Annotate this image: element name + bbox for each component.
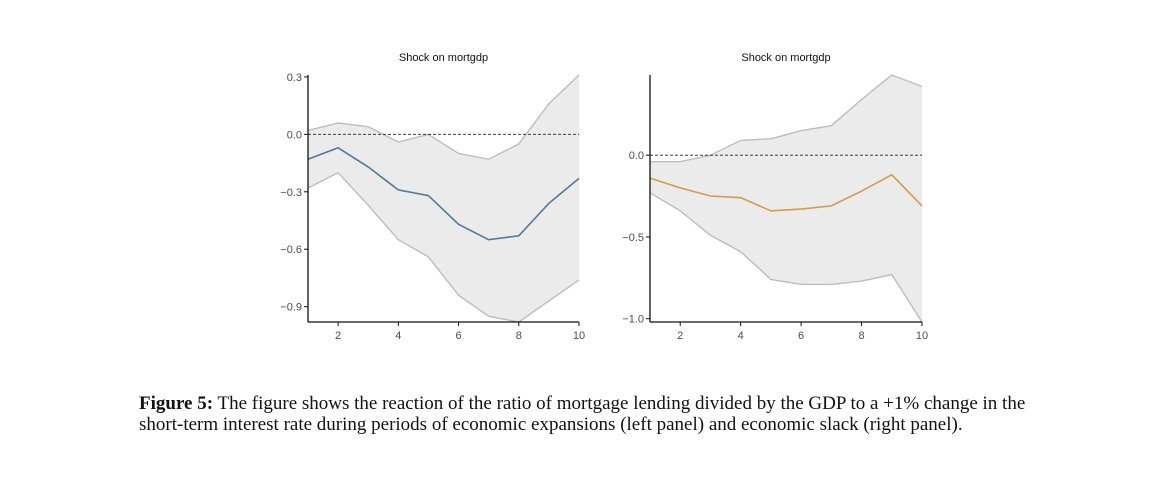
y-tick-label: −1.0 bbox=[622, 314, 644, 326]
band-lower-edge bbox=[649, 192, 923, 323]
y-tick-label: 0.0 bbox=[629, 150, 644, 162]
confidence-band bbox=[650, 75, 922, 322]
right-panel: Shock on mortgdp 0.0 −0.5 −1.0 2 4 6 8 10 bbox=[622, 52, 928, 342]
figure-caption: Figure 5: The figure shows the reaction … bbox=[139, 393, 1069, 435]
x-tick-label: 2 bbox=[677, 330, 683, 342]
series-line bbox=[307, 146, 580, 241]
confidence-band bbox=[308, 75, 579, 322]
series-line bbox=[649, 173, 923, 212]
band-lower-edge bbox=[307, 171, 580, 323]
band-upper-edge bbox=[650, 74, 923, 163]
y-tick-label: −0.3 bbox=[280, 187, 302, 199]
x-tick-label: 4 bbox=[738, 330, 744, 342]
x-tick-label: 6 bbox=[798, 330, 804, 342]
x-tick-label: 8 bbox=[516, 330, 522, 342]
y-tick-label: 0.3 bbox=[287, 72, 302, 84]
y-tick-label: −0.5 bbox=[622, 232, 644, 244]
y-tick-label: −0.6 bbox=[280, 244, 302, 256]
chart-title: Shock on mortgdp bbox=[399, 52, 488, 64]
x-tick-label: 10 bbox=[916, 330, 928, 342]
y-tick-label: 0.0 bbox=[287, 129, 302, 141]
x-tick-label: 10 bbox=[573, 330, 585, 342]
x-tick-label: 6 bbox=[455, 330, 461, 342]
chart-title: Shock on mortgdp bbox=[741, 52, 830, 64]
band-upper-edge bbox=[307, 74, 580, 160]
y-tick-label: −0.9 bbox=[280, 302, 302, 314]
caption-label: Figure 5: bbox=[139, 393, 214, 414]
left-panel: Shock on mortgdp 0.3 0.0 −0.3 −0.6 −0.9 2 4 6 8 10 bbox=[280, 52, 585, 342]
caption-text: The figure shows the reaction of the rat… bbox=[139, 393, 1026, 435]
figure: Shock on mortgdp 0.3 0.0 −0.3 −0.6 −0.9 2 4 6 8 10… bbox=[280, 52, 928, 342]
x-tick-label: 8 bbox=[858, 330, 864, 342]
x-tick-label: 4 bbox=[395, 330, 401, 342]
x-tick-label: 2 bbox=[335, 330, 341, 342]
